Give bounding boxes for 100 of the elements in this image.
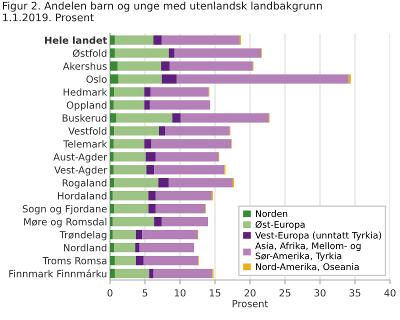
bar (165, 126, 230, 136)
bar (110, 242, 114, 252)
y-tick-label: Oslo (86, 75, 107, 83)
bar (110, 256, 115, 266)
bar (168, 178, 232, 188)
y-tick-label: Aust-Agder (53, 153, 108, 163)
y-tick-label: Vestfold (68, 127, 106, 135)
bar (114, 178, 158, 188)
bar (114, 204, 148, 214)
bar (168, 48, 174, 58)
bar (156, 204, 206, 214)
bar (112, 230, 136, 240)
legend-label: Asia, Afrika, Mellom- og Sør-Amerika, Tyrkia (255, 242, 361, 262)
bar (114, 87, 144, 97)
bar (156, 191, 212, 200)
bar (118, 74, 162, 84)
bar (110, 35, 115, 45)
y-tick-label: Buskerud (62, 114, 106, 122)
bar (161, 61, 170, 71)
legend-label: Nord-Amerika, Oseania (256, 263, 359, 272)
bar (110, 113, 116, 123)
bar (162, 216, 208, 226)
bar (146, 165, 154, 174)
bar (110, 204, 114, 214)
y-tick-label: Oppland (66, 101, 106, 111)
bar (114, 165, 146, 174)
bar (136, 256, 144, 266)
bar (144, 256, 198, 266)
x-tick-label: 35 (350, 289, 360, 297)
bar (112, 216, 154, 226)
x-tick-label: 40 (384, 289, 396, 297)
x-tick-label: 20 (244, 289, 256, 297)
bar (149, 268, 154, 278)
bar (110, 165, 114, 174)
bar (154, 165, 224, 174)
bar (135, 242, 140, 252)
bar (151, 139, 232, 148)
bar (180, 113, 269, 123)
bar (114, 256, 136, 266)
bar (110, 178, 114, 188)
bar (136, 230, 142, 240)
bar (110, 100, 114, 110)
y-tick-label: Finnmark Finnmárku (9, 269, 106, 278)
y-tick-label: Sogn og Fjordane (22, 204, 107, 214)
bar (156, 152, 218, 162)
bar (110, 268, 115, 278)
y-tick-label: Hele landet (45, 36, 107, 44)
bar (110, 230, 113, 240)
bar (114, 48, 169, 58)
bar (142, 230, 198, 240)
bar (110, 152, 114, 162)
bar (172, 113, 181, 123)
bar (162, 35, 240, 45)
x-tick-label: 25 (280, 289, 290, 297)
bar (114, 139, 144, 148)
bar (110, 139, 114, 148)
x-axis-title: Prosent (232, 300, 268, 308)
y-tick-label: Telemark (63, 140, 108, 148)
y-tick-label: Trøndelag (60, 230, 106, 240)
y-tick-label: Troms Romsa (42, 257, 106, 264)
bar (159, 126, 166, 136)
bar (144, 100, 150, 110)
bar (153, 268, 212, 278)
bar (110, 61, 118, 71)
bar (144, 87, 151, 97)
x-tick-label: 15 (210, 289, 220, 297)
bar (110, 48, 115, 58)
bar (174, 48, 262, 58)
bar (162, 74, 176, 84)
y-tick-label: Østfold (72, 49, 106, 58)
bar (139, 242, 194, 252)
bar (150, 100, 210, 110)
bar (148, 191, 156, 200)
x-tick-label: 0 (108, 289, 112, 297)
bar (114, 100, 144, 110)
bar (110, 191, 113, 200)
bar (176, 74, 349, 84)
bar (146, 152, 156, 162)
chart-title: Figur 2. Andelen barn og unge med utenlandsk landbakgrunn 1.1.2019. Prosent (3, 2, 322, 22)
x-tick-label: 30 (314, 289, 326, 297)
y-tick-label: Møre og Romsdal (24, 218, 106, 228)
bar (154, 216, 162, 226)
bar (118, 61, 162, 71)
bar (114, 152, 146, 162)
y-tick-label: Vest-Agder (54, 166, 108, 176)
bar (148, 204, 156, 214)
bar (112, 191, 148, 200)
bar (170, 61, 253, 71)
bar (114, 126, 159, 136)
y-tick-label: Akershus (62, 62, 107, 70)
bar (114, 35, 154, 45)
legend-label: Vest-Europa (unntatt Tyrkia) (255, 232, 382, 240)
y-tick-label: Hordaland (58, 192, 106, 200)
x-tick-label: 10 (174, 289, 186, 297)
bar (153, 35, 162, 45)
y-tick-label: Hedmark (64, 88, 108, 96)
bar (110, 74, 118, 84)
bar (150, 87, 209, 97)
bar (116, 113, 172, 123)
bar (110, 87, 114, 97)
